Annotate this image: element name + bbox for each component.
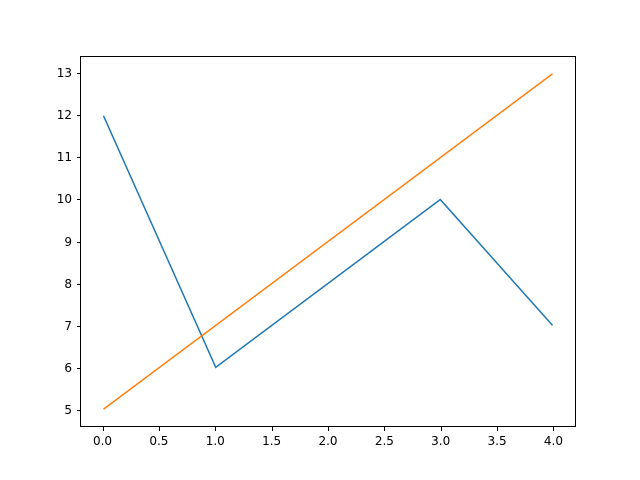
y-tick-label: 11 [56, 150, 72, 165]
x-tick-label: 1.5 [262, 434, 282, 448]
y-tick-mark [76, 72, 80, 74]
x-tick-label: 3.5 [487, 434, 507, 448]
y-tick-label: 10 [56, 192, 72, 207]
y-tick-mark [76, 325, 80, 327]
x-tick-mark [271, 427, 273, 431]
y-tick-mark [76, 157, 80, 159]
x-tick-mark [215, 427, 217, 431]
x-tick-label: 1.0 [205, 434, 225, 448]
x-tick-mark [497, 427, 499, 431]
plot-lines [102, 73, 554, 410]
plot-axes [80, 56, 576, 427]
y-tick-label: 12 [56, 108, 72, 123]
line-series-1 [102, 115, 554, 369]
x-tick-label: 2.5 [374, 434, 394, 448]
y-tick-label: 9 [64, 234, 72, 249]
x-tick-mark [158, 427, 160, 431]
y-tick-mark [76, 410, 80, 412]
y-tick-label: 7 [64, 318, 72, 333]
y-tick-label: 5 [64, 403, 72, 418]
x-tick-mark [440, 427, 442, 431]
y-tick-label: 6 [64, 360, 72, 375]
x-tick-label: 0.0 [92, 434, 113, 448]
line-series-2 [103, 73, 553, 410]
y-tick-label: 13 [56, 65, 72, 80]
y-tick-mark [76, 241, 80, 243]
y-tick-mark [76, 199, 80, 201]
y-tick-mark [76, 283, 80, 285]
x-tick-mark [553, 427, 555, 431]
x-tick-label: 0.5 [149, 434, 169, 448]
x-tick-label: 3.0 [431, 434, 451, 448]
x-tick-mark [102, 427, 104, 431]
y-tick-mark [76, 115, 80, 117]
x-tick-mark [328, 427, 329, 431]
x-tick-label: 2.0 [318, 434, 338, 448]
y-tick-mark [76, 367, 80, 369]
y-tick-label: 8 [64, 276, 72, 291]
x-tick-mark [384, 427, 386, 431]
x-tick-label: 4.0 [543, 434, 563, 448]
